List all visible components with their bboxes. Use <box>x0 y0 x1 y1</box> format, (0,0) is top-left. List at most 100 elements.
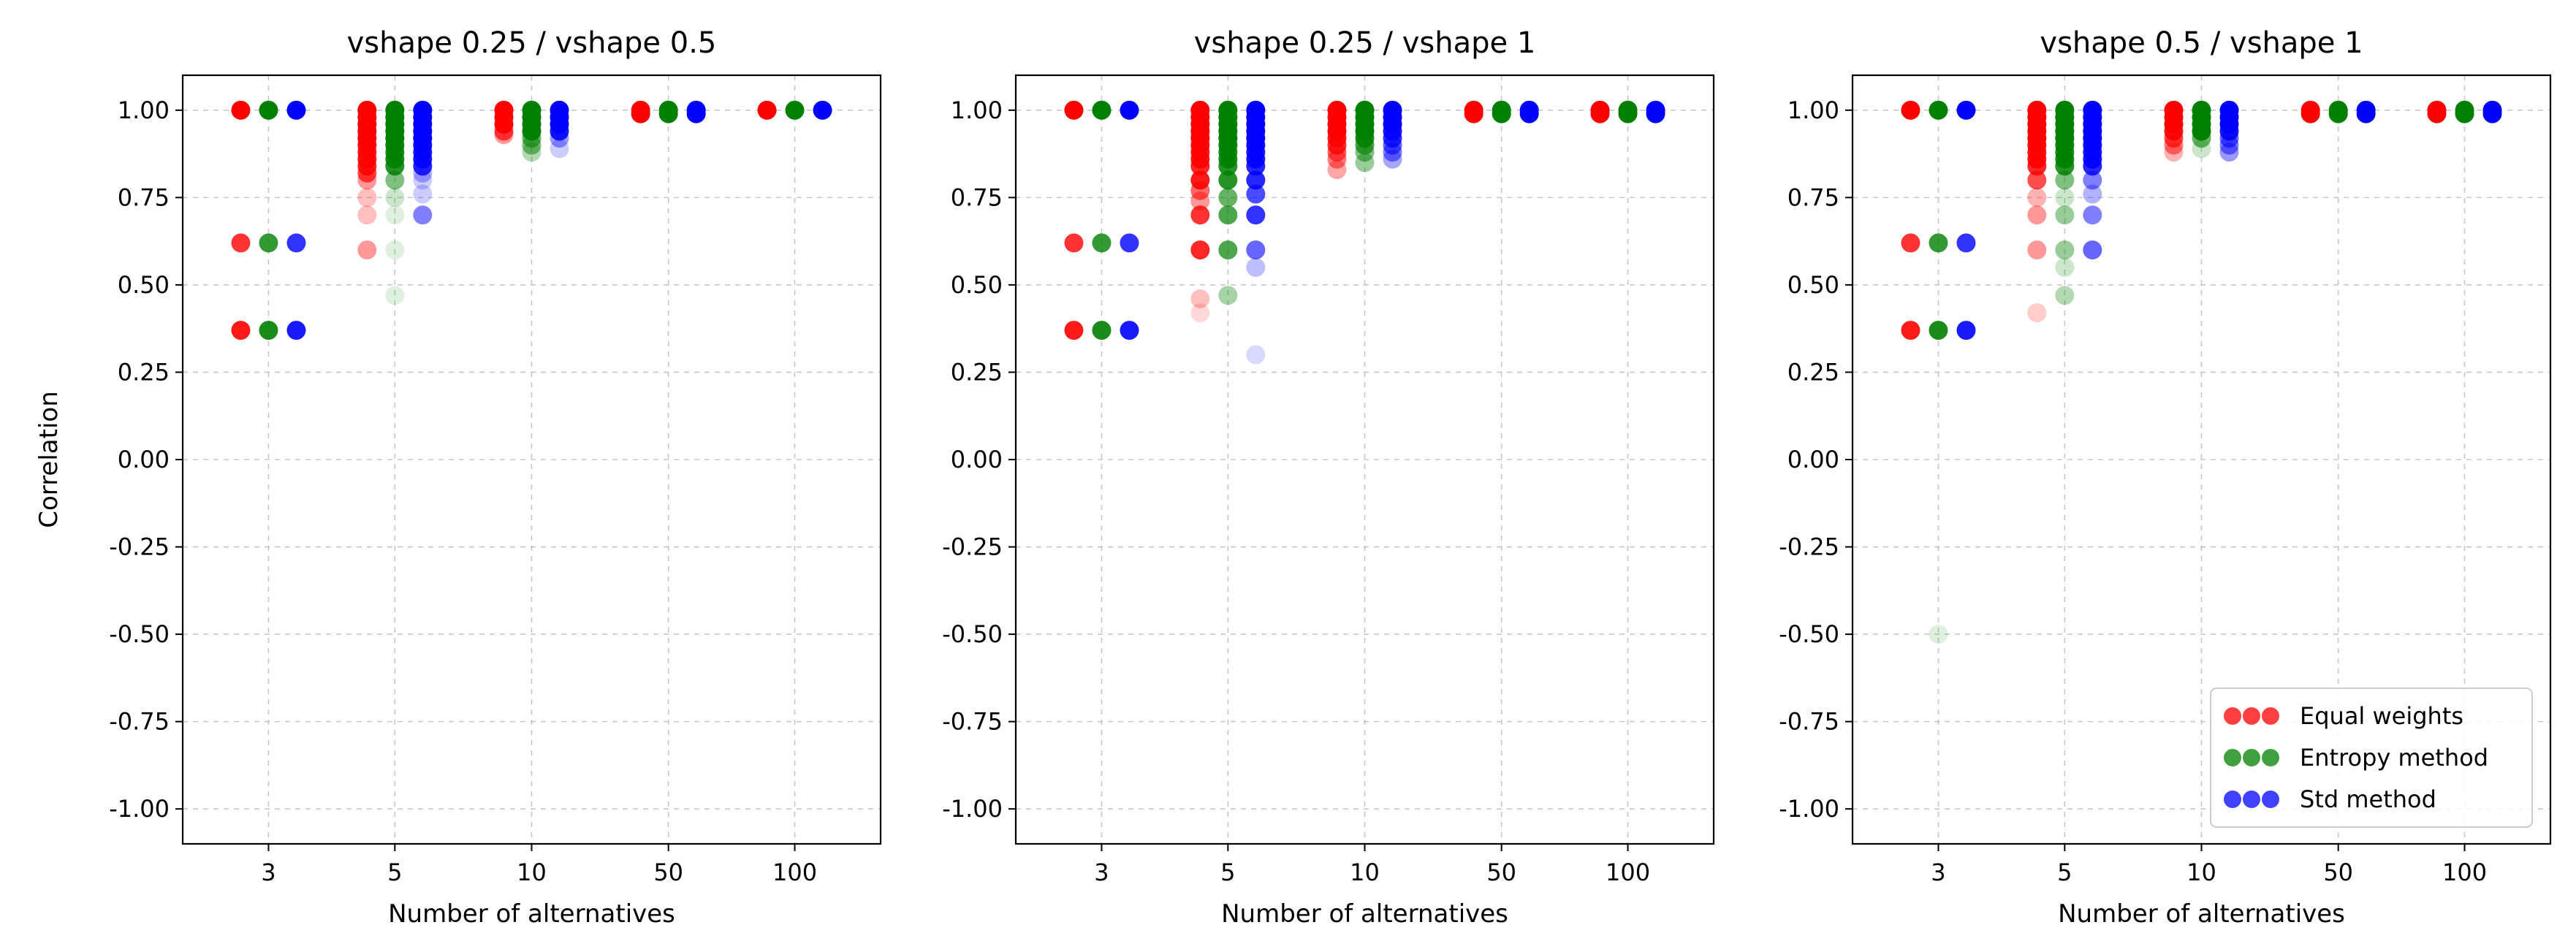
data-point <box>385 170 405 190</box>
data-point <box>2083 240 2102 260</box>
series-equal-weights <box>1901 100 2447 340</box>
y-tick-label: 0.25 <box>118 358 170 386</box>
data-point <box>2055 188 2075 207</box>
data-point <box>522 142 542 162</box>
data-point <box>2055 156 2075 176</box>
data-point <box>2482 104 2502 123</box>
legend-marker <box>2262 707 2279 725</box>
legend-marker <box>2243 749 2260 766</box>
data-point <box>1646 104 1665 123</box>
data-point <box>1218 156 1238 176</box>
y-tick-label: -0.25 <box>1779 533 1839 561</box>
data-point <box>1618 104 1638 123</box>
data-point <box>1929 321 1948 340</box>
data-point <box>1064 100 1084 120</box>
y-tick-label: 0.75 <box>118 183 170 211</box>
series-std-method <box>1956 100 2502 340</box>
data-point <box>550 129 569 148</box>
data-point <box>2055 286 2075 305</box>
data-point <box>550 121 569 141</box>
data-point <box>1190 303 1210 323</box>
data-point <box>2455 104 2474 123</box>
data-point <box>1355 142 1375 162</box>
legend-marker <box>2224 707 2241 725</box>
data-point <box>1218 170 1238 190</box>
legend-marker <box>2243 707 2260 725</box>
data-point <box>1246 170 1266 190</box>
series-equal-weights <box>1064 100 1610 340</box>
data-point <box>2328 104 2348 123</box>
data-point <box>385 188 405 207</box>
data-point <box>550 139 569 159</box>
series-equal-weights <box>231 100 777 340</box>
y-tick-label: -0.75 <box>109 708 170 736</box>
x-axis-label: Number of alternatives <box>388 899 675 929</box>
data-point <box>286 233 306 253</box>
x-tick-label: 3 <box>261 858 276 886</box>
data-point <box>1956 100 1976 120</box>
data-point <box>757 100 777 120</box>
data-point <box>413 205 433 225</box>
data-point <box>1190 205 1210 225</box>
data-point <box>2083 205 2102 225</box>
y-tick-label: 0.50 <box>118 271 170 299</box>
data-point <box>2164 135 2184 155</box>
legend-marker <box>2243 791 2260 808</box>
x-tick-label: 50 <box>653 858 683 886</box>
y-tick-label: 0.00 <box>951 446 1003 473</box>
data-point <box>785 100 805 120</box>
data-point <box>1246 240 1266 260</box>
data-point <box>259 100 278 120</box>
y-tick-label: -0.25 <box>942 533 1003 561</box>
data-point <box>1929 100 1948 120</box>
legend-label: Std method <box>2300 785 2436 813</box>
x-tick-label: 3 <box>1094 858 1109 886</box>
data-point <box>2027 170 2047 190</box>
data-point <box>658 104 678 123</box>
data-point <box>1355 153 1375 172</box>
data-point <box>357 188 377 207</box>
data-point <box>1218 286 1238 305</box>
data-point <box>2055 258 2075 277</box>
data-point <box>413 170 433 190</box>
chart-panel-3: 1.00 0.75 0.50 0.25 0.00 -0.25 -0.50 -0.75 -1.00… <box>1779 26 2552 929</box>
legend-label: Entropy method <box>2300 744 2488 772</box>
chart-panel-2: 1.00 0.75 0.50 0.25 0.00 -0.25 -0.50 -0.75 -1.00… <box>942 26 1715 929</box>
data-point <box>494 121 514 141</box>
x-tick-label: 100 <box>1606 858 1650 886</box>
legend-marker <box>2224 749 2241 766</box>
data-point <box>1929 233 1948 253</box>
data-point <box>2055 240 2075 260</box>
y-tick-label: 0.50 <box>951 271 1003 299</box>
data-point <box>357 163 377 183</box>
data-point <box>1246 258 1266 277</box>
data-point <box>357 240 377 260</box>
data-point <box>259 233 278 253</box>
series-entropy-method <box>1929 100 2474 644</box>
data-point <box>413 184 433 204</box>
data-point <box>1092 321 1112 340</box>
y-tick-label: 0.75 <box>951 183 1003 211</box>
y-tick-label: 0.75 <box>1787 183 1839 211</box>
y-axis-label: Correlation <box>34 391 64 528</box>
data-point <box>385 156 405 176</box>
data-point <box>1064 233 1084 253</box>
data-point <box>357 170 377 190</box>
data-point <box>1092 100 1112 120</box>
data-point <box>1590 104 1610 123</box>
data-point <box>1956 233 1976 253</box>
y-tick-label: -1.00 <box>109 795 170 823</box>
panel-title: vshape 0.25 / vshape 1 <box>1194 26 1536 60</box>
y-tick-label: 1.00 <box>951 96 1003 124</box>
data-point <box>1464 104 1483 123</box>
series-entropy-method <box>259 100 805 340</box>
y-tick-label: -0.50 <box>109 620 170 648</box>
data-point <box>1218 205 1238 225</box>
data-point <box>1383 142 1402 162</box>
series-entropy-method <box>1092 100 1638 340</box>
data-point <box>2083 184 2102 204</box>
x-tick-label: 10 <box>517 858 547 886</box>
data-point <box>1246 205 1266 225</box>
data-point <box>2027 205 2047 225</box>
